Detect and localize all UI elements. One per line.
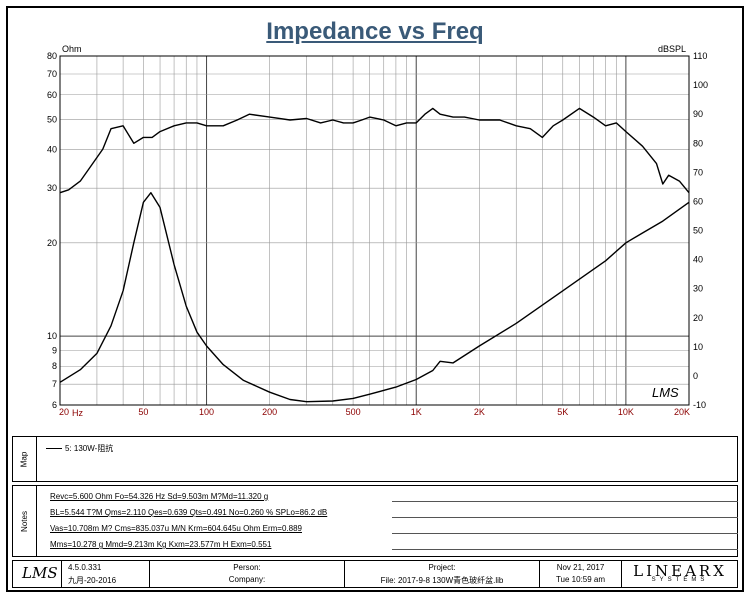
spl-curve <box>60 108 689 192</box>
notes-row-3: Vas=10.708m M? Cms=835.037u M/N Krm=604.… <box>50 524 302 533</box>
x-tick-label: 100 <box>199 407 214 417</box>
plot-area-border <box>60 56 689 405</box>
left-tick-label: 40 <box>47 144 57 154</box>
left-tick-label: 20 <box>47 238 57 248</box>
footer-logo: LMS <box>22 564 58 582</box>
footer-brand-cell: LINEARX SYSTEMS <box>622 560 738 588</box>
right-tick-label: -10 <box>693 400 706 410</box>
footer-file: File: 2017-9-8 130W青色玻纤盆.lib <box>345 575 539 586</box>
left-tick-label: 7 <box>52 379 57 389</box>
x-tick-label: 20 <box>59 407 69 417</box>
grid <box>60 56 689 405</box>
x-axis-unit-label: Hz <box>72 408 83 418</box>
footer-date: Nov 21, 2017 <box>540 563 621 572</box>
right-tick-label: 30 <box>693 284 703 294</box>
left-tick-label: 60 <box>47 90 57 100</box>
right-tick-label: 110 <box>693 51 707 61</box>
left-tick-label: 10 <box>47 331 57 341</box>
notes-row-4: Mms=10.278 g Mmd=9.213m Kg Kxm=23.577m H… <box>50 540 271 549</box>
notes-row-1: Revc=5.600 Ohm Fo=54.326 Hz Sd=9.503m M?… <box>50 492 268 501</box>
footer-person-label: Person: <box>150 563 344 572</box>
footer-project-label: Project: <box>345 563 539 572</box>
right-tick-label: 10 <box>693 342 703 352</box>
notes-label: Notes <box>12 485 36 557</box>
notes-blank-line-4 <box>392 549 738 550</box>
footer-version-date: 九月-20-2016 <box>68 575 116 586</box>
left-tick-label: 80 <box>47 51 57 61</box>
right-tick-label: 60 <box>693 196 703 206</box>
notes-blank-line-2 <box>392 517 738 518</box>
x-tick-label: 2K <box>474 407 485 417</box>
right-tick-label: 90 <box>693 109 703 119</box>
series-group <box>60 108 689 401</box>
left-tick-label: 6 <box>52 400 57 410</box>
tick-labels: 6 7 8 9 10 20 30 40 50 60 70 80 -10 0 10 20 30 40 50 60 70 80… <box>47 51 708 417</box>
left-axis-label: Ohm <box>62 44 82 54</box>
left-tick-label: 70 <box>47 69 57 79</box>
right-axis-label: dBSPL <box>658 44 686 54</box>
x-tick-label: 50 <box>138 407 148 417</box>
notes-blank-line-1 <box>392 501 738 502</box>
chart: 6 7 8 9 10 20 30 40 50 60 70 80 -10 0 10 20 30 40 50 60 70 80… <box>0 0 750 440</box>
footer-date-cell: Nov 21, 2017 Tue 10:59 am <box>540 560 622 588</box>
footer-person-cell: Person: Company: <box>150 560 345 588</box>
map-divider <box>36 436 37 482</box>
footer-logo-cell: LMS <box>12 560 62 588</box>
right-tick-label: 100 <box>693 80 708 90</box>
right-tick-label: 80 <box>693 138 703 148</box>
watermark: LMS <box>652 385 679 400</box>
footer-company-label: Company: <box>150 575 344 584</box>
x-tick-label: 20K <box>674 407 690 417</box>
x-tick-label: 500 <box>346 407 361 417</box>
map-label: Map <box>12 436 36 482</box>
legend-entry: 5: 130W-阻抗 <box>46 443 113 454</box>
map-section <box>12 436 738 482</box>
x-tick-label: 1K <box>411 407 422 417</box>
right-tick-label: 20 <box>693 313 703 323</box>
right-tick-label: 50 <box>693 226 703 236</box>
footer-project-cell: Project: File: 2017-9-8 130W青色玻纤盆.lib <box>345 560 540 588</box>
notes-blank-line-3 <box>392 533 738 534</box>
right-tick-label: 0 <box>693 371 698 381</box>
left-tick-label: 50 <box>47 114 57 124</box>
right-tick-label: 40 <box>693 255 703 265</box>
left-tick-label: 9 <box>52 345 57 355</box>
footer-version: 4.5.0.331 <box>68 563 101 572</box>
footer-version-cell: 4.5.0.331 九月-20-2016 <box>62 560 150 588</box>
footer-time: Tue 10:59 am <box>540 575 621 584</box>
legend-line <box>46 448 62 449</box>
notes-divider <box>36 485 37 557</box>
footer-brand-sub: SYSTEMS <box>622 577 738 583</box>
left-tick-label: 8 <box>52 361 57 371</box>
impedance-curve <box>60 193 689 402</box>
x-tick-label: 200 <box>262 407 277 417</box>
x-tick-label: 10K <box>618 407 634 417</box>
notes-row-2: BL=5.544 T?M Qms=2.110 Qes=0.639 Qts=0.4… <box>50 508 327 517</box>
left-tick-label: 30 <box>47 183 57 193</box>
right-tick-label: 70 <box>693 167 703 177</box>
x-tick-label: 5K <box>557 407 568 417</box>
